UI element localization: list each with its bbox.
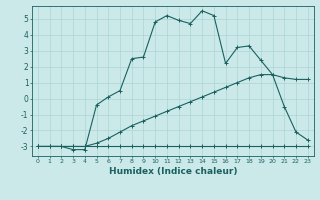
X-axis label: Humidex (Indice chaleur): Humidex (Indice chaleur) [108,167,237,176]
